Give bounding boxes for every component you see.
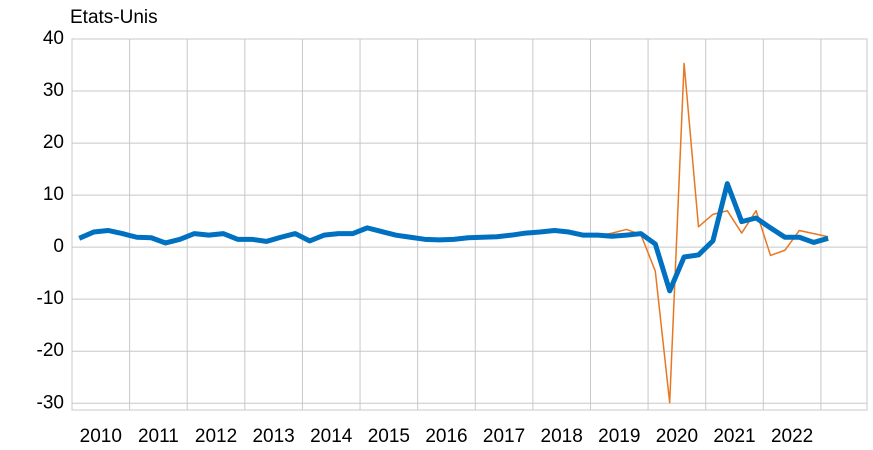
- y-tick-label: -10: [37, 288, 64, 309]
- x-tick-label: 2011: [138, 426, 179, 447]
- y-tick-label: 40: [43, 28, 64, 49]
- series-line: [78, 181, 829, 294]
- x-tick-label: 2010: [80, 426, 122, 447]
- x-tick-label: 2022: [771, 426, 813, 447]
- x-tick-label: 2016: [425, 426, 467, 447]
- x-tick-label: 2015: [368, 426, 410, 447]
- x-tick-label: 2018: [541, 426, 583, 447]
- x-tick-label: 2014: [310, 426, 353, 447]
- x-tick-label: 2012: [195, 426, 237, 447]
- x-tick-label: 2019: [598, 426, 640, 447]
- x-tick-label: 2013: [252, 426, 294, 447]
- y-tick-label: 10: [43, 184, 64, 205]
- x-tick-label: 2021: [713, 426, 755, 447]
- y-tick-label: 20: [43, 132, 64, 153]
- y-tick-label: 30: [43, 80, 64, 101]
- chart-title: Etats-Unis: [70, 7, 158, 28]
- y-tick-label: 0: [53, 236, 64, 257]
- x-tick-label: 2017: [483, 426, 525, 447]
- y-tick-label: -20: [37, 340, 64, 361]
- x-tick-label: 2020: [656, 426, 698, 447]
- y-tick-label: -30: [37, 392, 64, 413]
